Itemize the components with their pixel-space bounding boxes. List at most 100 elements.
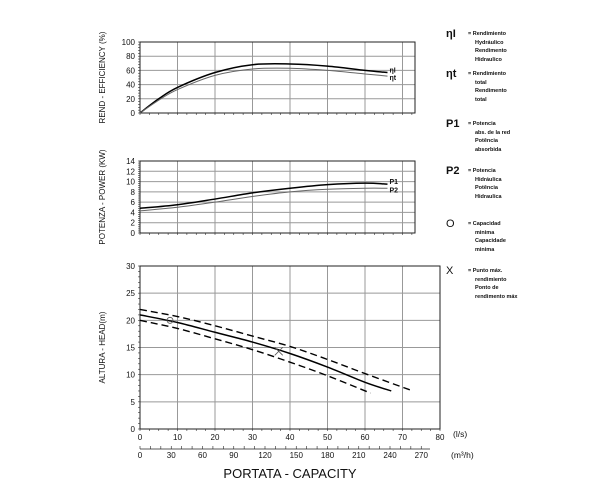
x-tick-label: 10 [173, 433, 182, 442]
series-line-dashed-1 [139, 308, 411, 391]
y-tick-label: 60 [126, 66, 135, 75]
series-line-solid-0 [139, 314, 392, 392]
eta-i-symbol: ηI [446, 28, 456, 40]
series-line-p1 [139, 182, 388, 210]
legend-text-line: total [475, 96, 487, 103]
legend-text: = Potencia Hidráulica Potência Hidraulica [468, 167, 548, 201]
y-tick-label: 100 [122, 38, 136, 47]
legend-text-line: minima [475, 246, 495, 253]
legend-text-line: = Rendimiento [468, 71, 507, 77]
x-tick-label: 20 [211, 433, 220, 442]
legend-text: = Rendimiento Hydráulico Rendimento Hidraul… [468, 30, 548, 64]
best-efficiency-marker [274, 347, 284, 356]
legend-text-line: Potência [475, 138, 498, 144]
legend-text-line: minima [475, 229, 495, 236]
y-tick-label: 6 [131, 198, 136, 207]
p1-symbol: P1 [446, 118, 460, 130]
min-capacity-marker [166, 316, 174, 324]
legend-text: = Punto máx. rendimiento Ponto de rendiment… [468, 267, 548, 301]
legend-text-line: Rendimento [475, 48, 507, 54]
y-axis-label: REND - EFFICIENCY (%) [98, 31, 107, 123]
y-tick-label: 4 [131, 208, 136, 217]
legend-text-line: Hidráulica [475, 176, 502, 183]
y-tick-label: 5 [131, 398, 136, 407]
legend-text-line: Hydráulico [475, 39, 504, 46]
curve-label: P2 [390, 187, 399, 194]
legend-text-line: absorbida [475, 146, 502, 153]
legend-text-line: Capacidade [475, 238, 506, 244]
p2-symbol: P2 [446, 165, 460, 177]
x2-tick-label: 90 [229, 451, 238, 460]
x2-tick-label: 270 [415, 451, 429, 460]
legend-text-line: = Capacidad [468, 221, 501, 227]
legend-text: = Capacidad minima Capacidade minima [468, 220, 548, 254]
y-tick-label: 15 [126, 344, 135, 353]
legend-text-line: total [475, 79, 487, 86]
x-tick-label: 50 [323, 433, 332, 442]
legend-text-line: Ponto de [475, 285, 499, 291]
legend-text: = Rendimiento total Rendimento total [468, 70, 548, 104]
marker-stroke [274, 347, 284, 356]
x2-tick-label: 240 [383, 451, 397, 460]
y-tick-label: 2 [131, 219, 136, 228]
y-tick-label: 40 [126, 81, 135, 90]
y-tick-label: 12 [126, 167, 135, 176]
x-tick-label: 30 [248, 433, 257, 442]
legend-text-line: Potência [475, 185, 498, 191]
series-line-p2 [139, 187, 388, 212]
series-line-ηi [139, 62, 388, 114]
series-line-dashed-2 [139, 319, 371, 394]
x-tick-label: 80 [436, 433, 445, 442]
y-tick-label: 0 [131, 425, 136, 434]
y-tick-label: 0 [131, 229, 136, 238]
y-tick-label: 14 [126, 157, 135, 166]
x-axis-unit: (l/s) [453, 429, 467, 439]
x2-tick-label: 180 [321, 451, 335, 460]
legend-text-line: Rendimento [475, 88, 507, 94]
x2-tick-label: 120 [258, 451, 272, 460]
x-axis-label: PORTATA - CAPACITY [223, 466, 356, 481]
plot-frame [139, 160, 416, 234]
legend-text-line: Hidraulica [475, 193, 502, 200]
y-tick-label: 30 [126, 262, 135, 271]
x-tick-label: 70 [398, 433, 407, 442]
legend-text-line: abs. de la red [475, 129, 511, 136]
x-tick-label: 0 [138, 433, 143, 442]
y-tick-label: 80 [126, 52, 135, 61]
y-axis-label: POTENZA - POWER (KW) [98, 149, 107, 244]
y-tick-label: 20 [126, 316, 135, 325]
x2-tick-label: 60 [198, 451, 207, 460]
y-tick-label: 25 [126, 289, 135, 298]
y-tick-label: 0 [131, 109, 136, 118]
y-axis-label: ALTURA - HEAD(m) [98, 311, 107, 383]
legend-text-line: = Potencia [468, 121, 496, 127]
legend-text: = Potencia abs. de la red Potência absorbid… [468, 120, 548, 154]
legend-text-line: rendimento máx [475, 293, 518, 300]
x2-tick-label: 30 [167, 451, 176, 460]
circle-icon: O [446, 218, 455, 230]
eta-t-symbol: ηt [446, 68, 457, 80]
legend-text-line: rendimiento [475, 276, 507, 283]
legend-text-line: Hidraulico [475, 56, 502, 63]
series-line-ηt [139, 67, 388, 114]
x-tick-label: 40 [286, 433, 295, 442]
x-icon: X [446, 265, 454, 277]
y-tick-label: 10 [126, 178, 135, 187]
y-tick-label: 20 [126, 95, 135, 104]
x2-axis-unit: (m³/h) [451, 450, 474, 460]
x2-tick-label: 0 [138, 451, 143, 460]
curve-label: ηt [390, 75, 397, 82]
x2-tick-label: 150 [290, 451, 304, 460]
plot-frame [139, 265, 441, 430]
y-tick-label: 8 [131, 188, 136, 197]
x-tick-label: 60 [361, 433, 370, 442]
legend-text-line: = Potencia [468, 168, 496, 174]
curve-label: P1 [390, 179, 399, 186]
curve-label: ηI [390, 68, 396, 75]
plot-frame [139, 41, 416, 114]
legend-text-line: = Punto máx. [468, 268, 503, 274]
legend-text-line: = Rendimiento [468, 31, 507, 37]
y-tick-label: 10 [126, 371, 135, 380]
x2-tick-label: 210 [352, 451, 366, 460]
